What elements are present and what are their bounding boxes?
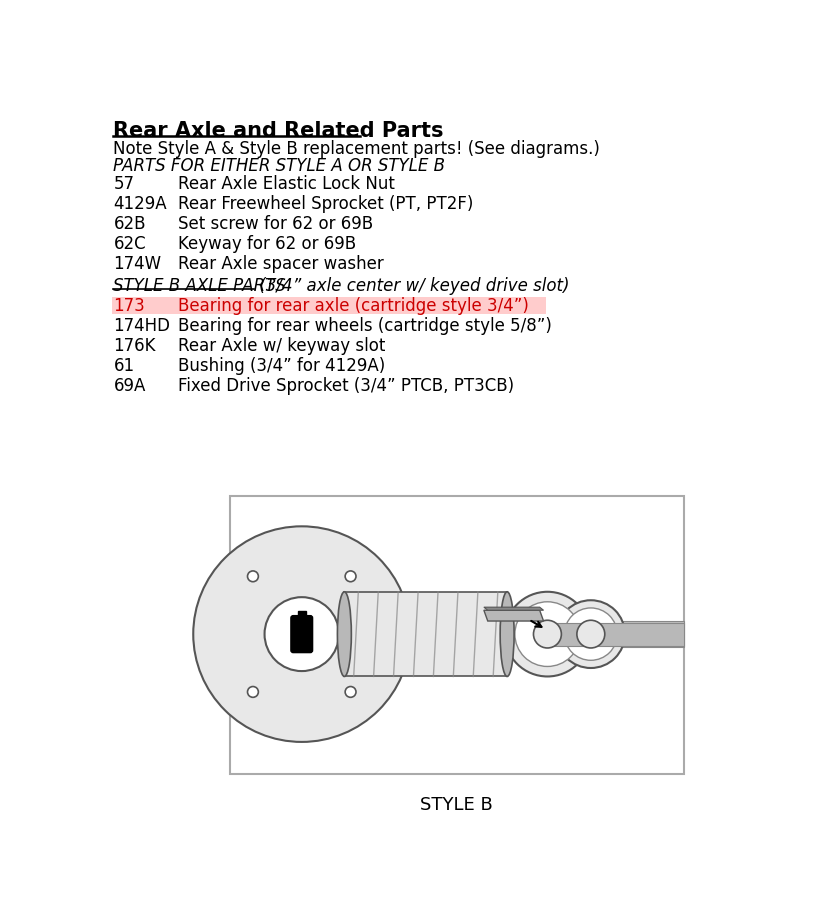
Bar [230,621,684,647]
Circle shape [565,608,617,660]
Text: Rear Axle Elastic Lock Nut: Rear Axle Elastic Lock Nut [177,175,395,193]
Text: Note Style A & Style B replacement parts! (See diagrams.): Note Style A & Style B replacement parts… [113,140,601,157]
Ellipse shape [500,592,514,676]
Circle shape [247,686,258,697]
Text: 176K: 176K [113,337,156,355]
Ellipse shape [337,592,352,676]
Text: 174HD: 174HD [113,317,171,335]
Text: 173: 173 [113,297,145,315]
Text: 62C: 62C [113,235,146,253]
Circle shape [533,620,561,648]
Circle shape [345,571,356,582]
Text: STYLE B: STYLE B [421,796,493,814]
Text: Keyway for 62 or 69B: Keyway for 62 or 69B [177,235,356,253]
Circle shape [247,571,258,582]
Circle shape [345,686,356,697]
Polygon shape [484,611,544,621]
Text: 174W: 174W [113,255,162,274]
Text: 69A: 69A [113,377,146,395]
Bar [112,297,546,314]
Text: Rear Axle and Related Parts: Rear Axle and Related Parts [113,122,444,141]
Circle shape [556,600,625,668]
Text: Bushing (3/4” for 4129A): Bushing (3/4” for 4129A) [177,357,385,375]
Bar [544,623,684,646]
Text: Set screw for 62 or 69B: Set screw for 62 or 69B [177,216,373,233]
Text: Rear Freewheel Sprocket (PT, PT2F): Rear Freewheel Sprocket (PT, PT2F) [177,195,473,214]
Circle shape [505,592,590,676]
Polygon shape [484,607,544,611]
Bar [344,592,507,676]
Text: Rear Axle w/ keyway slot: Rear Axle w/ keyway slot [177,337,385,355]
FancyBboxPatch shape [291,615,312,653]
Circle shape [193,526,410,742]
Text: 62B: 62B [113,216,146,233]
Text: 4129A: 4129A [113,195,167,214]
Circle shape [577,620,605,648]
Text: PARTS FOR EITHER STYLE A OR STYLE B: PARTS FOR EITHER STYLE A OR STYLE B [113,157,446,175]
Text: 57: 57 [113,175,134,193]
Text: (3/4” axle center w/ keyed drive slot): (3/4” axle center w/ keyed drive slot) [254,277,569,295]
Text: 61: 61 [113,357,135,375]
Text: STYLE B AXLE PARTS: STYLE B AXLE PARTS [113,277,287,295]
Bar [230,495,684,775]
Circle shape [515,601,580,667]
Text: Rear Axle spacer washer: Rear Axle spacer washer [177,255,383,274]
Circle shape [265,597,339,671]
Text: Bearing for rear axle (cartridge style 3/4”): Bearing for rear axle (cartridge style 3… [177,297,529,315]
Text: Bearing for rear wheels (cartridge style 5/8”): Bearing for rear wheels (cartridge style… [177,317,551,335]
Text: Fixed Drive Sprocket (3/4” PTCB, PT3CB): Fixed Drive Sprocket (3/4” PTCB, PT3CB) [177,377,514,395]
Bar [298,611,306,620]
